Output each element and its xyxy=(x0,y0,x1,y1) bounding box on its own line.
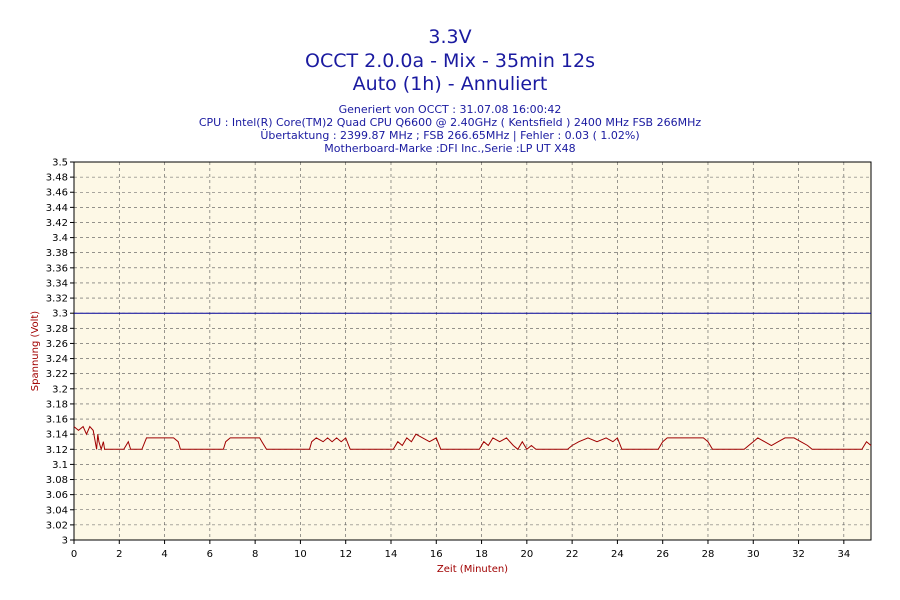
y-tick-label: 3.1 xyxy=(52,460,68,471)
y-tick-label: 3.3 xyxy=(52,309,68,320)
x-tick-label: 16 xyxy=(430,549,443,560)
y-tick-label: 3 xyxy=(62,536,68,547)
y-tick-label: 3.04 xyxy=(46,505,68,516)
axes xyxy=(73,161,872,541)
x-tick-label: 24 xyxy=(611,549,624,560)
x-tick-label: 22 xyxy=(566,549,579,560)
x-tick-label: 26 xyxy=(656,549,669,560)
overclock-info: Übertaktung : 2399.87 MHz ; FSB 266.65MH… xyxy=(260,129,640,142)
x-tick-label: 28 xyxy=(702,549,715,560)
plot-border xyxy=(73,161,872,541)
y-tick-label: 3.28 xyxy=(46,324,68,335)
y-tick-label: 3.08 xyxy=(46,475,68,486)
x-tick-label: 0 xyxy=(71,549,77,560)
y-axis-title: Spannung (Volt) xyxy=(30,311,41,391)
x-tick-label: 18 xyxy=(475,549,488,560)
x-tick-label: 12 xyxy=(339,549,352,560)
y-tick-label: 3.48 xyxy=(46,173,68,184)
y-tick-label: 3.02 xyxy=(46,520,68,531)
chart-title: 3.3V xyxy=(428,26,472,48)
y-tick-label: 3.46 xyxy=(46,188,68,199)
x-tick-label: 4 xyxy=(161,549,167,560)
x-tick-label: 30 xyxy=(747,549,760,560)
chart-subtitle-app: OCCT 2.0.0a - Mix - 35min 12s xyxy=(304,50,596,72)
grid-lines xyxy=(74,162,871,540)
y-tick-label: 3.24 xyxy=(46,354,68,365)
y-tick-label: 3.38 xyxy=(46,248,68,259)
x-tick-label: 6 xyxy=(207,549,213,560)
x-axis-title: Zeit (Minuten) xyxy=(437,564,508,575)
y-axis-ticks: 3 3.02 3.04 3.06 3.08 3.1 3.12 3.14 3.16 3.18 3.2 3… xyxy=(46,158,74,547)
y-tick-label: 3.06 xyxy=(46,490,68,501)
y-tick-label: 3.26 xyxy=(46,339,68,350)
y-tick-label: 3.32 xyxy=(46,294,68,305)
y-tick-label: 3.2 xyxy=(52,384,68,395)
x-tick-label: 32 xyxy=(792,549,805,560)
y-tick-label: 3.42 xyxy=(46,218,68,229)
y-tick-label: 3.18 xyxy=(46,399,68,410)
motherboard-info: Motherboard-Marke :DFI Inc.,Serie :LP UT… xyxy=(324,142,576,155)
voltage-series-line xyxy=(73,425,872,452)
y-tick-label: 3.22 xyxy=(46,369,68,380)
y-tick-label: 3.44 xyxy=(46,203,68,214)
y-tick-label: 3.14 xyxy=(46,430,68,441)
y-tick-label: 3.12 xyxy=(46,445,68,456)
x-axis-ticks: 0 2 4 6 8 10 12 14 16 18 20 22 24 26 28 30 32 34 xyxy=(71,540,850,560)
x-tick-label: 10 xyxy=(294,549,307,560)
x-tick-label: 14 xyxy=(385,549,398,560)
y-tick-label: 3.36 xyxy=(46,263,68,274)
y-tick-label: 3.5 xyxy=(52,158,68,169)
y-tick-label: 3.34 xyxy=(46,278,68,289)
x-tick-label: 20 xyxy=(520,549,533,560)
x-tick-label: 2 xyxy=(116,549,122,560)
x-tick-label: 34 xyxy=(837,549,850,560)
y-tick-label: 3.16 xyxy=(46,415,68,426)
x-tick-label: 8 xyxy=(252,549,258,560)
chart-subtitle-mode: Auto (1h) - Annuliert xyxy=(352,73,548,95)
generated-info: Generiert von OCCT : 31.07.08 16:00:42 xyxy=(338,103,562,116)
plot-area xyxy=(74,162,871,540)
cpu-info: CPU : Intel(R) Core(TM)2 Quad CPU Q6600 … xyxy=(198,116,702,129)
y-tick-label: 3.4 xyxy=(52,233,68,244)
